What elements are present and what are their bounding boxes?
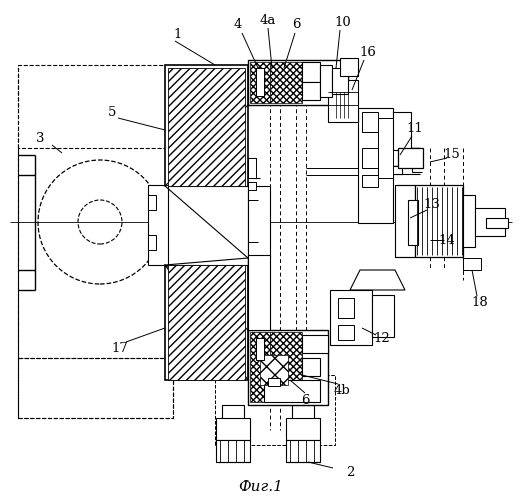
- Bar: [332, 68, 348, 94]
- Bar: [372, 295, 394, 337]
- Bar: [18, 65, 173, 418]
- Bar: [393, 112, 411, 150]
- Text: 16: 16: [359, 46, 377, 59]
- Bar: [286, 418, 320, 440]
- Bar: [216, 418, 250, 440]
- Bar: [330, 290, 372, 345]
- Bar: [248, 330, 328, 405]
- Bar: [165, 186, 248, 265]
- Bar: [340, 58, 358, 76]
- Text: 4a: 4a: [260, 14, 276, 26]
- Bar: [320, 65, 332, 97]
- Text: 6: 6: [301, 394, 309, 406]
- Bar: [338, 325, 354, 340]
- Bar: [362, 148, 378, 168]
- Bar: [463, 195, 475, 247]
- Bar: [248, 255, 270, 330]
- Bar: [463, 258, 481, 270]
- Polygon shape: [350, 270, 405, 290]
- Bar: [222, 405, 244, 445]
- Bar: [248, 158, 256, 178]
- Bar: [270, 332, 302, 402]
- Bar: [168, 68, 245, 186]
- Bar: [268, 378, 280, 386]
- Bar: [250, 62, 270, 103]
- Text: Фиг.1: Фиг.1: [239, 480, 283, 494]
- Bar: [250, 332, 270, 402]
- Bar: [248, 182, 256, 190]
- Bar: [398, 148, 423, 168]
- Bar: [165, 65, 248, 380]
- Bar: [260, 355, 288, 385]
- Text: 1: 1: [174, 28, 182, 42]
- Bar: [338, 298, 354, 318]
- Bar: [302, 335, 328, 353]
- Text: 2: 2: [346, 466, 354, 478]
- Bar: [390, 148, 420, 166]
- Text: 4: 4: [234, 18, 242, 32]
- Bar: [148, 195, 156, 210]
- Bar: [18, 358, 173, 418]
- Bar: [18, 148, 173, 358]
- Bar: [168, 265, 245, 380]
- Bar: [362, 175, 378, 187]
- Bar: [256, 68, 264, 96]
- Text: 10: 10: [334, 16, 351, 28]
- Bar: [248, 60, 348, 105]
- Bar: [362, 112, 378, 132]
- Bar: [286, 440, 320, 462]
- Bar: [148, 235, 156, 250]
- Bar: [415, 185, 463, 257]
- Text: 14: 14: [439, 234, 455, 246]
- Bar: [302, 62, 320, 82]
- Bar: [215, 375, 335, 445]
- Bar: [256, 338, 264, 360]
- Bar: [378, 118, 393, 178]
- Bar: [270, 62, 302, 103]
- Text: 15: 15: [443, 148, 461, 162]
- Bar: [148, 185, 168, 265]
- Text: 17: 17: [111, 342, 129, 354]
- Bar: [332, 90, 357, 120]
- Text: 3: 3: [36, 132, 44, 144]
- Bar: [475, 208, 505, 236]
- Bar: [395, 185, 415, 257]
- Bar: [292, 405, 314, 445]
- Bar: [486, 218, 508, 228]
- Text: 11: 11: [406, 122, 424, 134]
- Bar: [302, 82, 320, 100]
- Bar: [302, 358, 320, 376]
- Bar: [248, 186, 270, 258]
- Bar: [216, 440, 250, 462]
- Text: 4b: 4b: [333, 384, 351, 396]
- Bar: [390, 166, 402, 174]
- Text: 6: 6: [292, 18, 300, 32]
- Text: 18: 18: [472, 296, 488, 308]
- Bar: [264, 380, 320, 402]
- Text: 5: 5: [108, 106, 116, 118]
- Bar: [358, 108, 393, 223]
- Bar: [408, 200, 418, 245]
- Text: 12: 12: [374, 332, 390, 344]
- Text: 13: 13: [424, 198, 440, 211]
- Bar: [328, 80, 358, 122]
